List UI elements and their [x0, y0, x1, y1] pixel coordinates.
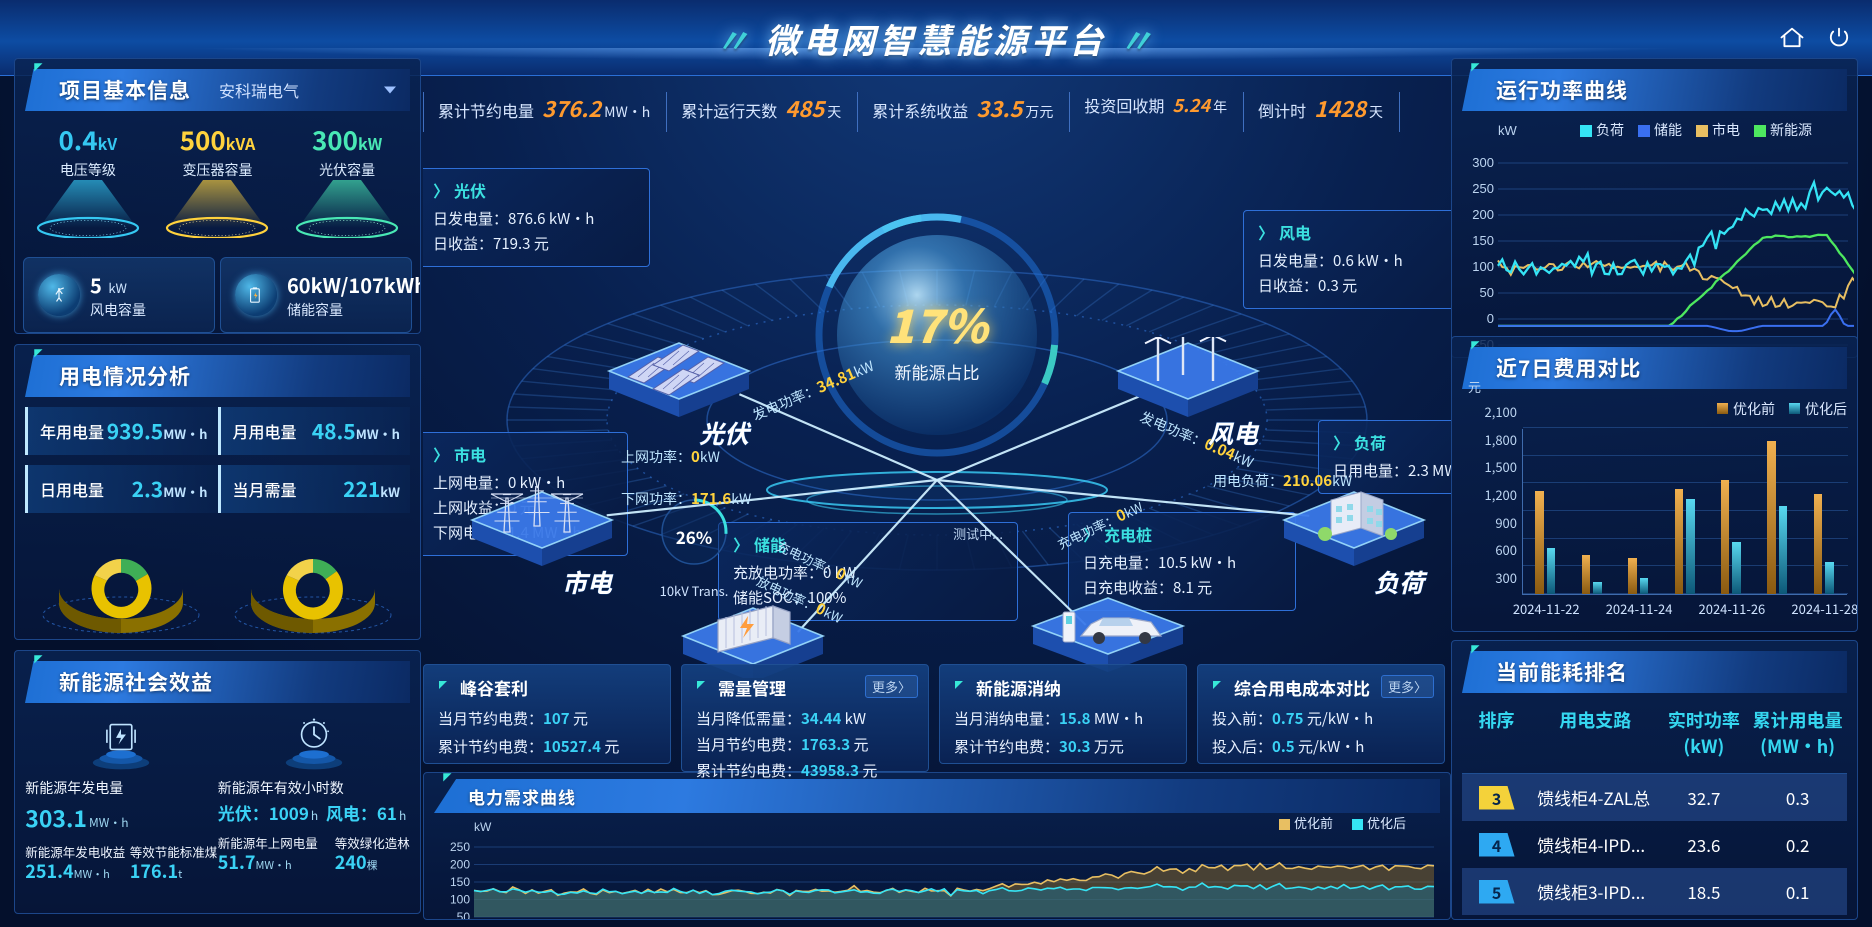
- svg-text:250: 250: [1472, 181, 1494, 196]
- svg-text:300: 300: [1472, 155, 1494, 170]
- svg-text:200: 200: [1472, 207, 1494, 222]
- svg-text:50: 50: [457, 910, 471, 920]
- svg-text:0: 0: [1487, 311, 1494, 326]
- svg-text:光伏: 光伏: [699, 415, 752, 451]
- svg-text:50: 50: [1480, 285, 1494, 300]
- svg-text:风电: 风电: [1208, 415, 1260, 451]
- svg-text:负荷: 负荷: [1374, 564, 1428, 600]
- svg-text:kW: kW: [474, 820, 492, 834]
- svg-text:150: 150: [450, 875, 470, 889]
- svg-text:150: 150: [1472, 233, 1494, 248]
- svg-text:100: 100: [1472, 259, 1494, 274]
- svg-text:储能: 储能: [1654, 122, 1682, 138]
- svg-text:100: 100: [450, 893, 470, 907]
- svg-text:负荷: 负荷: [1596, 122, 1624, 138]
- svg-text:市电: 市电: [1712, 122, 1740, 138]
- svg-text:优化后: 优化后: [1367, 817, 1406, 831]
- svg-text:市电: 市电: [562, 564, 614, 600]
- svg-text:250: 250: [450, 840, 470, 854]
- svg-text:新能源: 新能源: [1770, 122, 1812, 138]
- svg-text:kW: kW: [1498, 123, 1518, 138]
- svg-text:优化前: 优化前: [1294, 817, 1333, 831]
- svg-text:200: 200: [450, 858, 470, 872]
